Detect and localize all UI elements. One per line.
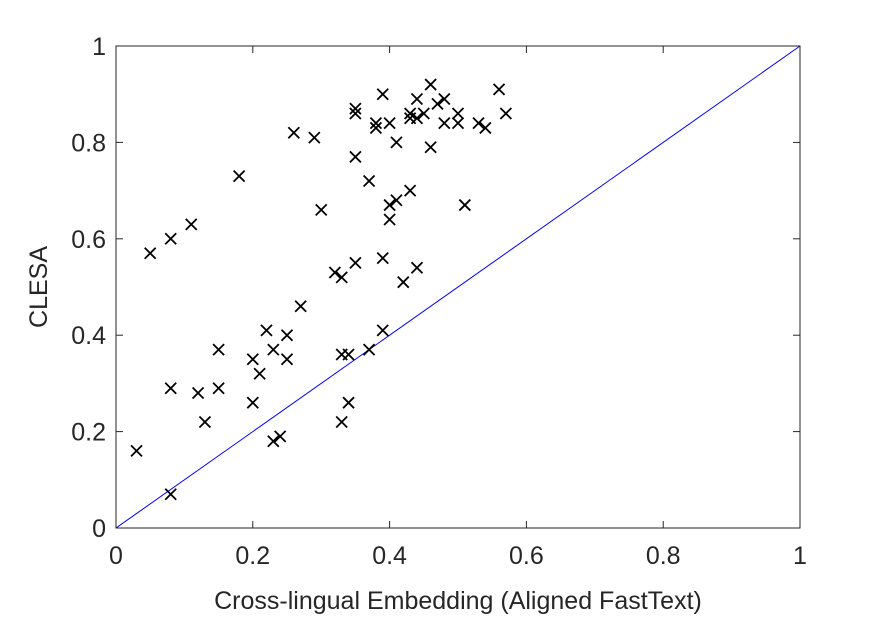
data-point	[424, 78, 437, 91]
data-point	[191, 386, 205, 400]
data-point	[287, 126, 300, 139]
y-axis-ticks: 0 0.2 0.4 0.6 0.8 1	[71, 33, 800, 543]
data-point	[383, 198, 396, 212]
data-point	[212, 382, 225, 395]
data-point	[472, 116, 485, 130]
data-point	[246, 353, 259, 366]
data-point	[308, 131, 321, 144]
data-point	[431, 97, 444, 110]
data-point	[253, 367, 266, 380]
data-point	[328, 266, 342, 279]
data-point	[280, 329, 294, 342]
x-tick-label: 0.8	[646, 542, 681, 570]
x-tick-label: 1	[793, 542, 807, 570]
data-point	[376, 88, 389, 101]
data-point	[342, 396, 355, 409]
data-point	[492, 83, 506, 96]
data-point	[390, 194, 403, 207]
data-point	[349, 102, 362, 115]
data-point	[410, 112, 424, 125]
data-point	[362, 174, 376, 188]
data-point	[369, 121, 383, 135]
data-point	[349, 107, 362, 120]
data-point	[164, 488, 177, 501]
data-point	[403, 107, 417, 120]
data-point	[232, 170, 246, 183]
data-point	[451, 116, 465, 130]
data-point	[438, 92, 451, 106]
x-tick-label: 0.2	[235, 542, 270, 570]
x-tick-label: 0.6	[509, 542, 544, 570]
data-point	[410, 261, 424, 274]
data-point	[451, 107, 465, 120]
data-point	[130, 444, 143, 458]
y-tick-label: 0.2	[71, 419, 106, 447]
data-point	[246, 396, 259, 409]
data-point	[212, 343, 225, 356]
data-point	[144, 247, 157, 260]
plot-frame	[115, 45, 801, 529]
data-point	[403, 184, 417, 197]
data-point	[438, 116, 451, 130]
y-tick-label: 0.4	[71, 322, 106, 350]
data-point	[383, 213, 396, 226]
data-point	[479, 121, 492, 135]
data-point	[164, 232, 177, 245]
data-point	[335, 415, 348, 429]
data-point	[383, 116, 396, 130]
data-point	[369, 116, 383, 130]
data-point	[376, 251, 389, 265]
data-point	[185, 218, 198, 231]
data-point	[267, 343, 280, 356]
data-point	[349, 150, 362, 163]
data-point	[164, 382, 177, 395]
y-tick-label: 0.8	[71, 129, 106, 157]
y-tick-label: 0.6	[71, 226, 106, 254]
x-axis-ticks: 0 0.2 0.4 0.6 0.8 1	[109, 46, 807, 570]
data-point	[335, 271, 348, 284]
data-point	[499, 107, 513, 120]
data-point	[294, 300, 307, 313]
data-point	[315, 203, 328, 217]
data-point	[274, 430, 287, 443]
data-point	[198, 415, 212, 429]
data-point	[349, 256, 362, 270]
data-point	[410, 92, 424, 106]
data-point	[390, 136, 403, 149]
y-axis-label: CLESA	[25, 246, 53, 328]
data-point	[417, 107, 430, 120]
data-point	[267, 435, 280, 448]
data-point	[424, 141, 437, 154]
data-point	[397, 276, 410, 289]
x-tick-label: 0	[109, 542, 123, 570]
reference-line	[115, 45, 801, 529]
data-point	[342, 348, 355, 361]
data-point	[458, 198, 471, 212]
data-point	[260, 324, 273, 337]
data-point	[362, 343, 376, 356]
data-point	[280, 353, 294, 366]
x-axis-label: Cross-lingual Embedding (Aligned FastTex…	[214, 587, 702, 615]
data-points	[130, 78, 513, 501]
y-tick-label: 1	[92, 33, 106, 61]
y-tick-label: 0	[92, 515, 106, 543]
data-point	[376, 324, 389, 337]
x-tick-label: 0.4	[372, 542, 407, 570]
